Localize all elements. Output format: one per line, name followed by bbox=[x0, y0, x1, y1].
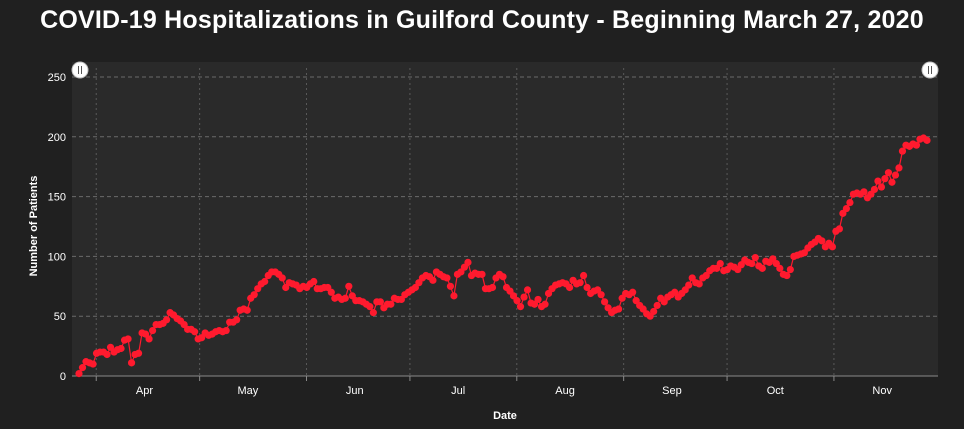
data-point bbox=[650, 307, 658, 316]
data-point bbox=[923, 136, 931, 144]
data-point bbox=[429, 276, 437, 284]
data-point bbox=[758, 264, 766, 272]
data-point bbox=[464, 258, 472, 266]
data-point bbox=[888, 178, 896, 186]
data-point bbox=[376, 298, 384, 306]
data-point bbox=[783, 271, 791, 280]
data-point bbox=[520, 293, 528, 301]
data-point bbox=[615, 305, 623, 313]
x-tick-label: Apr bbox=[136, 385, 153, 397]
data-point bbox=[450, 292, 458, 300]
data-point bbox=[877, 183, 886, 191]
data-point bbox=[327, 288, 335, 296]
data-point bbox=[127, 359, 136, 367]
data-point bbox=[145, 335, 153, 343]
data-point bbox=[534, 295, 542, 304]
x-tick-label: Jun bbox=[346, 385, 364, 397]
data-point bbox=[846, 198, 854, 207]
data-point bbox=[818, 237, 826, 245]
x-tick-label: Nov bbox=[872, 385, 892, 397]
data-point bbox=[233, 316, 241, 324]
y-axis-label: Number of Patients bbox=[28, 176, 40, 277]
data-point bbox=[576, 279, 584, 287]
data-point bbox=[776, 264, 784, 272]
data-point bbox=[860, 188, 868, 196]
y-tick-label: 200 bbox=[48, 132, 66, 144]
data-point bbox=[695, 280, 703, 288]
data-point bbox=[685, 281, 693, 289]
data-point bbox=[786, 265, 794, 274]
x-tick-label: May bbox=[238, 385, 259, 397]
data-point bbox=[134, 349, 143, 357]
range-handle-right[interactable] bbox=[921, 61, 939, 79]
data-point bbox=[117, 344, 125, 353]
data-point bbox=[828, 243, 836, 251]
data-point bbox=[516, 303, 525, 311]
data-point bbox=[75, 370, 83, 378]
data-point bbox=[629, 288, 637, 296]
data-point bbox=[191, 328, 199, 336]
x-tick-label: Oct bbox=[767, 385, 784, 397]
data-point bbox=[222, 326, 230, 335]
data-point bbox=[89, 360, 97, 368]
data-point bbox=[579, 271, 588, 280]
range-handle-left[interactable] bbox=[71, 61, 89, 79]
data-point bbox=[369, 309, 377, 317]
data-point bbox=[243, 306, 251, 314]
data-point bbox=[103, 350, 111, 359]
y-tick-label: 100 bbox=[48, 251, 66, 263]
chart-title: COVID-19 Hospitalizations in Guilford Co… bbox=[40, 6, 924, 34]
data-point bbox=[148, 326, 157, 335]
data-point bbox=[748, 259, 756, 268]
data-point bbox=[345, 282, 353, 290]
data-point bbox=[565, 283, 574, 292]
data-point bbox=[443, 274, 451, 282]
data-point bbox=[898, 147, 907, 155]
data-point bbox=[250, 291, 258, 299]
y-tick-label: 50 bbox=[54, 311, 66, 323]
x-tick-label: Aug bbox=[555, 385, 575, 397]
data-point bbox=[478, 270, 486, 278]
data-point bbox=[341, 294, 349, 302]
data-point bbox=[601, 298, 609, 306]
y-tick-label: 0 bbox=[60, 371, 66, 383]
grid-lines bbox=[72, 68, 938, 381]
y-tick-label: 250 bbox=[48, 72, 66, 84]
data-point bbox=[751, 253, 759, 262]
data-point bbox=[387, 300, 395, 308]
plot-area bbox=[72, 62, 938, 376]
data-point bbox=[488, 283, 497, 292]
data-point bbox=[499, 273, 507, 281]
data-point bbox=[78, 364, 87, 372]
x-tick-label: Jul bbox=[451, 385, 465, 397]
data-point bbox=[874, 177, 882, 185]
data-point bbox=[884, 169, 893, 177]
data-point bbox=[716, 259, 724, 268]
data-point bbox=[583, 283, 591, 292]
data-point bbox=[881, 175, 889, 183]
data-point bbox=[891, 171, 900, 179]
data-point bbox=[261, 277, 269, 286]
data-point bbox=[366, 303, 374, 311]
data-point bbox=[124, 335, 132, 343]
data-point bbox=[653, 301, 661, 310]
data-point bbox=[446, 282, 455, 290]
data-point bbox=[541, 300, 549, 308]
y-tick-label: 150 bbox=[48, 192, 66, 204]
data-point bbox=[895, 164, 903, 172]
data-point bbox=[513, 297, 521, 305]
data-point bbox=[310, 277, 318, 286]
data-point bbox=[278, 274, 286, 282]
x-axis-label: Date bbox=[493, 410, 517, 422]
data-point bbox=[523, 286, 532, 294]
data-point bbox=[842, 204, 851, 213]
data-point bbox=[163, 316, 171, 324]
data-point bbox=[912, 141, 921, 149]
x-tick-label: Sep bbox=[662, 385, 682, 397]
data-point bbox=[835, 225, 843, 233]
data-point bbox=[870, 185, 879, 194]
data-point bbox=[597, 291, 605, 299]
